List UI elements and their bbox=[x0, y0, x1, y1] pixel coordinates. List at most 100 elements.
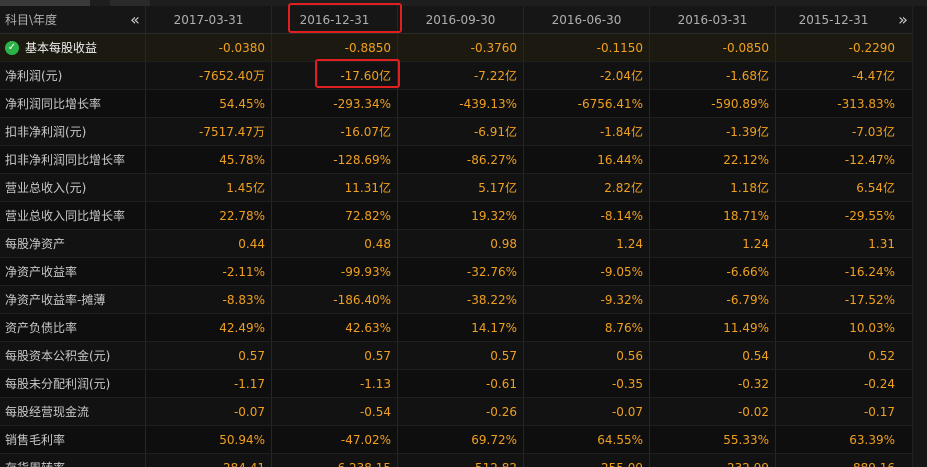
cell-value: -0.1150 bbox=[596, 40, 643, 55]
value-cell: -0.26 bbox=[398, 398, 524, 425]
next-periods-icon[interactable]: » bbox=[898, 10, 908, 29]
period-header[interactable]: 2016-12-31 bbox=[272, 6, 398, 33]
table-row[interactable]: 营业总收入同比增长率 22.78% 72.82% 19.32% -8.14% 18.71%… bbox=[0, 202, 913, 230]
value-cell: 0.48 bbox=[272, 230, 398, 257]
row-label-cell: ✓ 基本每股收益 bbox=[0, 34, 146, 61]
cell-value: -313.83% bbox=[837, 96, 895, 111]
cell-value: -0.8850 bbox=[344, 40, 391, 55]
cell-value: 64.55% bbox=[597, 432, 643, 447]
table-row[interactable]: 扣非净利润同比增长率 45.78% -128.69% -86.27% 16.44% 22.… bbox=[0, 146, 913, 174]
table-row[interactable]: 存货周转率 284.41 6,238.15 512.82 255.09 232.99 889… bbox=[0, 454, 913, 467]
value-cell: 284.41 bbox=[146, 454, 272, 467]
value-cell: 10.03% bbox=[776, 314, 913, 341]
value-cell: -7652.40万 bbox=[146, 62, 272, 89]
table-row[interactable]: 净资产收益率 -2.11% -99.93% -32.76% -9.05% -6.66% -1… bbox=[0, 258, 913, 286]
cell-value: -0.07 bbox=[611, 404, 643, 419]
row-label-cell: 资产负债比率 bbox=[0, 314, 146, 341]
cell-value: -7517.47万 bbox=[199, 125, 265, 139]
value-cell: -6756.41% bbox=[524, 90, 650, 117]
value-cell: -0.07 bbox=[524, 398, 650, 425]
cell-value: -1.17 bbox=[233, 376, 265, 391]
cell-value: -47.02% bbox=[340, 432, 391, 447]
value-cell: 0.54 bbox=[650, 342, 776, 369]
row-label: 净资产收益率 bbox=[5, 265, 78, 279]
toolbar-tab[interactable] bbox=[0, 0, 90, 6]
cell-value: 0.52 bbox=[868, 348, 895, 363]
period-header[interactable]: 2016-09-30 bbox=[398, 6, 524, 33]
value-cell: 50.94% bbox=[146, 426, 272, 453]
period-label: 2016-06-30 bbox=[551, 12, 622, 27]
table-row[interactable]: 扣非净利润(元) -7517.47万 -16.07亿 -6.91亿 -1.84亿 -1.3… bbox=[0, 118, 913, 146]
cell-value: -6.91亿 bbox=[473, 125, 517, 139]
row-label-cell: 扣非净利润(元) bbox=[0, 118, 146, 145]
table-row[interactable]: 每股未分配利润(元) -1.17 -1.13 -0.61 -0.35 -0.32 -0.24 bbox=[0, 370, 913, 398]
cell-value: -29.55% bbox=[844, 208, 895, 223]
value-cell: -12.47% bbox=[776, 146, 913, 173]
cell-value: -0.0850 bbox=[722, 40, 769, 55]
cell-value: -1.39亿 bbox=[725, 125, 769, 139]
cell-value: 10.03% bbox=[849, 320, 895, 335]
row-label-cell: 每股资本公积金(元) bbox=[0, 342, 146, 369]
row-label: 净利润同比增长率 bbox=[5, 97, 102, 111]
value-cell: 11.31亿 bbox=[272, 174, 398, 201]
table-row[interactable]: 净资产收益率-摊薄 -8.83% -186.40% -38.22% -9.32% -6.7… bbox=[0, 286, 913, 314]
cell-value: 512.82 bbox=[475, 461, 517, 467]
table-row[interactable]: 净利润(元) -7652.40万 -17.60亿 -7.22亿 -2.04亿 -1.68亿… bbox=[0, 62, 913, 90]
cell-value: 14.17% bbox=[471, 320, 517, 335]
prev-periods-icon[interactable]: « bbox=[130, 10, 140, 29]
value-cell: -17.52% bbox=[776, 286, 913, 313]
period-header[interactable]: 2016-06-30 bbox=[524, 6, 650, 33]
value-cell: -0.24 bbox=[776, 370, 913, 397]
table-row[interactable]: ✓ 基本每股收益 -0.0380 -0.8850 -0.3760 -0.1150 -0.08… bbox=[0, 34, 913, 62]
cell-value: -0.35 bbox=[611, 376, 643, 391]
cell-value: -0.3760 bbox=[470, 40, 517, 55]
row-label-cell: 每股经营现金流 bbox=[0, 398, 146, 425]
value-cell: -1.17 bbox=[146, 370, 272, 397]
value-cell: -47.02% bbox=[272, 426, 398, 453]
cell-value: -0.54 bbox=[359, 404, 391, 419]
cell-value: -8.83% bbox=[222, 292, 265, 307]
value-cell: -0.0850 bbox=[650, 34, 776, 61]
cell-value: 1.24 bbox=[742, 236, 769, 251]
value-cell: 1.31 bbox=[776, 230, 913, 257]
value-cell: 5.17亿 bbox=[398, 174, 524, 201]
period-header[interactable]: 2015-12-31 » bbox=[776, 6, 913, 33]
period-header[interactable]: 2016-03-31 bbox=[650, 6, 776, 33]
cell-value: 11.31亿 bbox=[344, 181, 391, 195]
period-header[interactable]: 2017-03-31 bbox=[146, 6, 272, 33]
cell-value: 1.18亿 bbox=[730, 181, 769, 195]
table-row[interactable]: 营业总收入(元) 1.45亿 11.31亿 5.17亿 2.82亿 1.18亿 6.54亿 bbox=[0, 174, 913, 202]
row-label: 营业总收入同比增长率 bbox=[5, 209, 126, 223]
row-label: 净资产收益率-摊薄 bbox=[5, 293, 106, 307]
value-cell: 22.12% bbox=[650, 146, 776, 173]
cell-value: 45.78% bbox=[219, 152, 265, 167]
row-label: 资产负债比率 bbox=[5, 321, 78, 335]
row-label: 每股经营现金流 bbox=[5, 405, 90, 419]
value-cell: 0.57 bbox=[272, 342, 398, 369]
value-cell: -0.07 bbox=[146, 398, 272, 425]
row-label-cell: 净资产收益率 bbox=[0, 258, 146, 285]
value-cell: -38.22% bbox=[398, 286, 524, 313]
table-row[interactable]: 净利润同比增长率 54.45% -293.34% -439.13% -6756.41% -… bbox=[0, 90, 913, 118]
toolbar-tab[interactable] bbox=[110, 0, 150, 6]
value-cell: 19.32% bbox=[398, 202, 524, 229]
table-row[interactable]: 销售毛利率 50.94% -47.02% 69.72% 64.55% 55.33% 63.3… bbox=[0, 426, 913, 454]
value-cell: 14.17% bbox=[398, 314, 524, 341]
cell-value: 0.56 bbox=[616, 348, 643, 363]
cell-value: 255.09 bbox=[601, 461, 643, 467]
cell-value: -0.24 bbox=[863, 376, 895, 391]
table-row[interactable]: 每股资本公积金(元) 0.57 0.57 0.57 0.56 0.54 0.52 bbox=[0, 342, 913, 370]
vertical-scrollbar[interactable] bbox=[912, 6, 927, 467]
cell-value: -17.52% bbox=[844, 292, 895, 307]
value-cell: -8.83% bbox=[146, 286, 272, 313]
cell-value: -0.2290 bbox=[848, 40, 895, 55]
cell-value: -6.79% bbox=[726, 292, 769, 307]
table-row[interactable]: 资产负债比率 42.49% 42.63% 14.17% 8.76% 11.49% 10.03… bbox=[0, 314, 913, 342]
value-cell: -293.34% bbox=[272, 90, 398, 117]
table-row[interactable]: 每股净资产 0.44 0.48 0.98 1.24 1.24 1.31 bbox=[0, 230, 913, 258]
value-cell: 63.39% bbox=[776, 426, 913, 453]
row-label-cell: 存货周转率 bbox=[0, 454, 146, 467]
cell-value: 284.41 bbox=[223, 461, 265, 467]
row-label-cell: 净利润同比增长率 bbox=[0, 90, 146, 117]
table-row[interactable]: 每股经营现金流 -0.07 -0.54 -0.26 -0.07 -0.02 -0.17 bbox=[0, 398, 913, 426]
